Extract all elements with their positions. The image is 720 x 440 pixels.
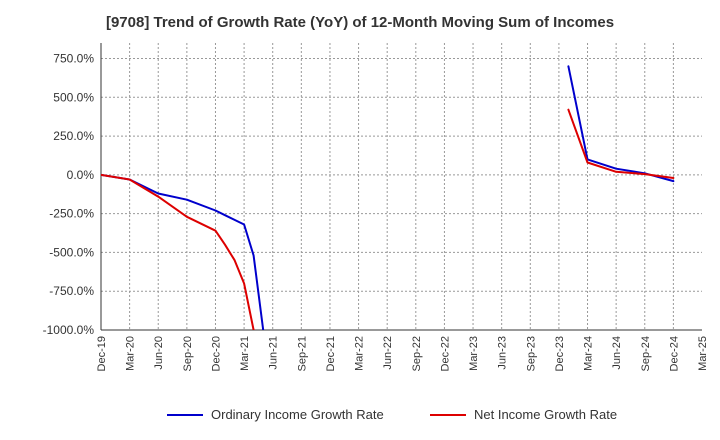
plot-area: [101, 43, 702, 330]
legend-swatch-net-income: [430, 414, 466, 416]
legend-label-net-income: Net Income Growth Rate: [474, 407, 618, 422]
x-tick-label: Sep-22: [411, 336, 423, 371]
x-tick-label: Sep-24: [640, 336, 652, 371]
y-tick-label: -1000.0%: [43, 323, 95, 337]
legend-swatch-ordinary-income: [167, 414, 203, 416]
x-tick-label: Jun-22: [382, 336, 394, 370]
x-tick-label: Mar-24: [583, 336, 595, 371]
x-tick-label: Dec-19: [96, 336, 108, 371]
y-tick-label: 0.0%: [67, 168, 95, 182]
y-tick-label: 750.0%: [53, 52, 94, 66]
y-tick-label: 250.0%: [53, 129, 94, 143]
x-tick-label: Mar-23: [468, 336, 480, 371]
x-tick-label: Dec-22: [439, 336, 451, 371]
series-group: [101, 65, 675, 330]
y-tick-label: -750.0%: [49, 284, 94, 298]
x-tick-label: Mar-25: [697, 336, 709, 371]
x-tick-label: Dec-20: [210, 336, 222, 371]
x-tick-label: Sep-20: [182, 336, 194, 371]
chart-legend: Ordinary Income Growth Rate Net Income G…: [0, 405, 720, 425]
series-line-1-segment-1: [567, 108, 675, 179]
x-tick-label: Mar-21: [239, 336, 251, 371]
x-tick-label: Jun-21: [268, 336, 280, 370]
series-line-0-segment-0: [101, 173, 265, 330]
legend-label-ordinary-income: Ordinary Income Growth Rate: [211, 407, 384, 422]
x-tick-label: Jun-23: [497, 336, 509, 370]
x-tick-label: Mar-20: [125, 336, 137, 371]
x-tick-label: Sep-23: [525, 336, 537, 371]
x-tick-label: Sep-21: [296, 336, 308, 371]
y-tick-label: -500.0%: [49, 245, 94, 259]
x-tick-label: Dec-24: [668, 336, 680, 371]
y-tick-label: -250.0%: [49, 207, 94, 221]
series-line-1-segment-0: [101, 173, 255, 330]
x-tick-label: Jun-20: [153, 336, 165, 370]
y-tick-label: 500.0%: [53, 90, 94, 104]
chart-title: [9708] Trend of Growth Rate (YoY) of 12-…: [105, 14, 615, 31]
x-tick-label: Dec-23: [554, 336, 566, 371]
x-tick-label: Dec-21: [325, 336, 337, 371]
x-tick-label: Mar-22: [354, 336, 366, 371]
x-tick-label: Jun-24: [611, 336, 623, 370]
